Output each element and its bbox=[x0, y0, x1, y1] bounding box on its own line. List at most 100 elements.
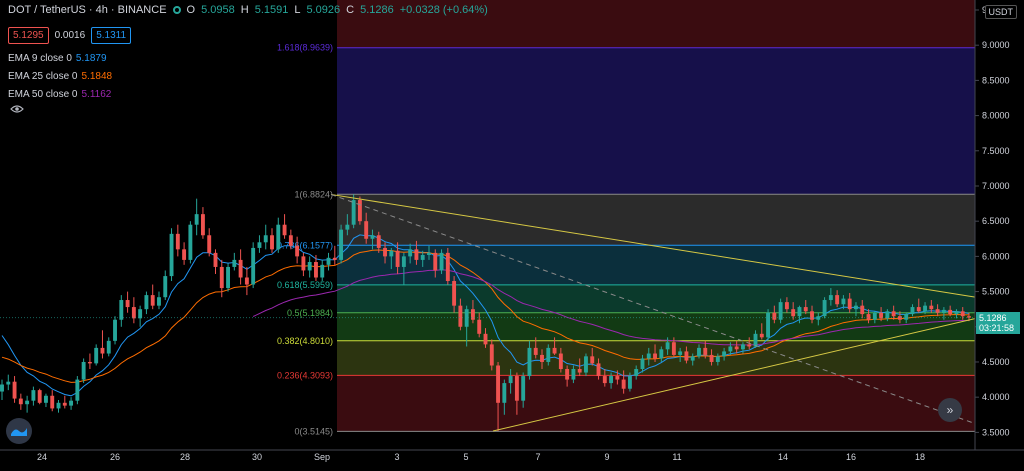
logo-icon bbox=[11, 428, 27, 436]
sell-button[interactable]: 5.1295 bbox=[8, 27, 49, 44]
market-status-icon bbox=[172, 6, 181, 14]
candle bbox=[967, 316, 971, 318]
candle bbox=[916, 307, 921, 312]
candle bbox=[314, 262, 318, 278]
candle bbox=[18, 398, 23, 405]
ema-50-line bbox=[252, 269, 970, 346]
candle bbox=[339, 229, 344, 260]
candle bbox=[514, 376, 519, 401]
candle bbox=[496, 365, 501, 403]
fib-zone bbox=[337, 194, 975, 246]
candle bbox=[81, 361, 86, 380]
candle bbox=[590, 356, 595, 364]
price-tick-label: 3.5000 bbox=[982, 427, 1010, 437]
candle bbox=[703, 347, 708, 355]
candle bbox=[634, 369, 639, 377]
indicator-label: EMA 9 close 0 bbox=[8, 53, 72, 64]
candle bbox=[835, 295, 840, 305]
scroll-to-realtime-button[interactable]: » bbox=[938, 398, 962, 422]
buy-button[interactable]: 5.1311 bbox=[91, 27, 132, 44]
candle bbox=[879, 312, 884, 319]
change-value: +0.0328 (+0.64%) bbox=[399, 4, 488, 16]
candle bbox=[420, 254, 425, 260]
bar-countdown: 03:21:58 bbox=[979, 322, 1015, 333]
candle bbox=[282, 224, 287, 236]
fib-level-label: 0.236(4.3093) bbox=[277, 370, 333, 380]
fib-zone bbox=[337, 0, 975, 48]
candle bbox=[671, 342, 676, 355]
candle bbox=[131, 307, 136, 319]
candle bbox=[822, 300, 827, 317]
candle bbox=[810, 311, 814, 320]
candle bbox=[489, 344, 494, 366]
candle bbox=[276, 224, 281, 250]
candle bbox=[960, 311, 965, 317]
indicator-ema-25[interactable]: EMA 25 close 0 5.1848 bbox=[8, 68, 112, 86]
symbol-title[interactable]: DOT / TetherUS · 4h · BINANCE bbox=[8, 4, 167, 16]
candle bbox=[684, 351, 689, 361]
indicator-ema-9[interactable]: EMA 9 close 0 5.1879 bbox=[8, 50, 112, 68]
open-label: O bbox=[186, 4, 196, 16]
candle bbox=[697, 347, 701, 357]
tradingview-logo[interactable] bbox=[6, 418, 32, 444]
candle bbox=[734, 346, 739, 350]
fib-zone bbox=[337, 47, 975, 195]
price-tick-label: 7.5000 bbox=[982, 146, 1010, 156]
candle bbox=[778, 302, 783, 320]
currency-badge[interactable]: USDT bbox=[984, 5, 1017, 19]
candle bbox=[722, 351, 727, 357]
candle bbox=[772, 312, 777, 320]
candle bbox=[31, 390, 36, 401]
time-tick-label: Sep bbox=[314, 452, 330, 462]
candle bbox=[609, 376, 614, 384]
fib-level-label: 0.786(6.1577) bbox=[277, 240, 333, 250]
fib-zone bbox=[337, 375, 975, 432]
fib-zone bbox=[337, 284, 975, 313]
fib-zone bbox=[337, 245, 975, 285]
candle bbox=[25, 400, 30, 405]
candle bbox=[414, 249, 419, 260]
ema-25-line bbox=[1, 249, 970, 383]
candle bbox=[200, 214, 205, 236]
candle bbox=[106, 340, 111, 354]
candle bbox=[232, 259, 237, 267]
candle bbox=[508, 376, 513, 384]
candle bbox=[533, 347, 538, 355]
candle bbox=[558, 353, 563, 370]
candle bbox=[540, 354, 544, 362]
time-tick-label: 5 bbox=[463, 452, 468, 462]
price-tick-label: 5.5000 bbox=[982, 287, 1010, 297]
candle bbox=[929, 305, 934, 310]
candle bbox=[307, 262, 312, 271]
candle bbox=[665, 342, 670, 350]
hide-indicators-icon[interactable] bbox=[10, 104, 24, 114]
candle bbox=[854, 305, 858, 310]
indicator-label: EMA 50 close 0 bbox=[8, 89, 78, 100]
time-tick-label: 16 bbox=[846, 452, 856, 462]
price-tick-label: 8.0000 bbox=[982, 111, 1010, 121]
time-tick-label: 11 bbox=[672, 452, 681, 462]
candle bbox=[94, 347, 99, 364]
close-value: 5.1286 bbox=[360, 4, 394, 16]
price-axis bbox=[975, 0, 1024, 466]
candle bbox=[860, 305, 865, 315]
candle bbox=[621, 379, 626, 389]
time-tick-label: 7 bbox=[535, 452, 540, 462]
candle bbox=[577, 369, 582, 373]
candle bbox=[897, 316, 902, 320]
candle bbox=[803, 307, 808, 312]
candle bbox=[458, 305, 463, 327]
candle bbox=[565, 369, 570, 380]
last-price-label: 5.1286 03:21:58 bbox=[976, 311, 1020, 334]
indicator-ema-50[interactable]: EMA 50 close 0 5.1162 bbox=[8, 86, 112, 104]
candle bbox=[257, 242, 262, 248]
time-tick-label: 28 bbox=[180, 452, 190, 462]
candle bbox=[464, 309, 469, 327]
candle bbox=[226, 266, 230, 289]
spread-value: 0.0016 bbox=[54, 30, 86, 41]
candle bbox=[125, 300, 130, 308]
candle bbox=[395, 250, 400, 267]
